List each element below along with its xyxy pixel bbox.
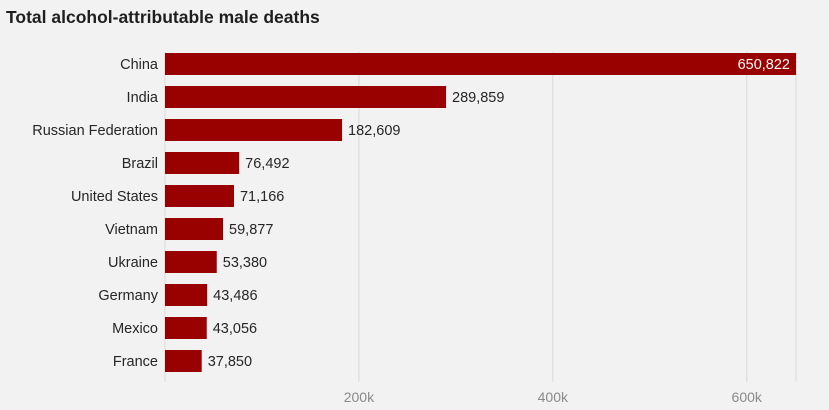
category-label: Mexico [112,321,158,337]
bar [165,350,202,372]
x-tick-label: 600k [732,389,763,405]
category-label: France [113,354,158,370]
bar [165,317,207,339]
value-label: 76,492 [245,156,289,172]
chart-title: Total alcohol-attributable male deaths [6,7,320,27]
value-label: 182,609 [348,123,400,139]
value-label: 71,166 [240,189,284,205]
bar [165,251,217,273]
value-label: 289,859 [452,90,504,106]
value-label: 650,822 [738,57,790,73]
category-label: Russian Federation [32,123,158,139]
bar [165,185,234,207]
x-tick-label: 400k [538,389,569,405]
bar [165,53,796,75]
bar [165,218,224,240]
value-label: 43,056 [213,321,257,337]
category-label: Brazil [122,156,158,172]
value-label: 43,486 [213,288,257,304]
x-axis-ticks: 200k 400k 600k [344,389,763,405]
category-labels: China India Russian Federation Brazil United… [32,57,159,370]
category-label: United States [71,189,158,205]
value-labels: 650,822 289,859 182,609 76,492 71,166 59,877 5… [208,57,790,370]
x-tick-label: 200k [344,389,375,405]
category-label: India [127,90,159,106]
value-label: 53,380 [223,255,267,271]
bar [165,119,343,141]
value-label: 37,850 [208,354,252,370]
bar [165,86,447,108]
category-label: Ukraine [108,255,158,271]
bars [165,53,796,372]
category-label: Vietnam [105,222,158,238]
category-label: China [120,57,159,73]
category-label: Germany [98,288,158,304]
value-label: 59,877 [229,222,273,238]
bar [165,284,208,306]
bar [165,152,240,174]
